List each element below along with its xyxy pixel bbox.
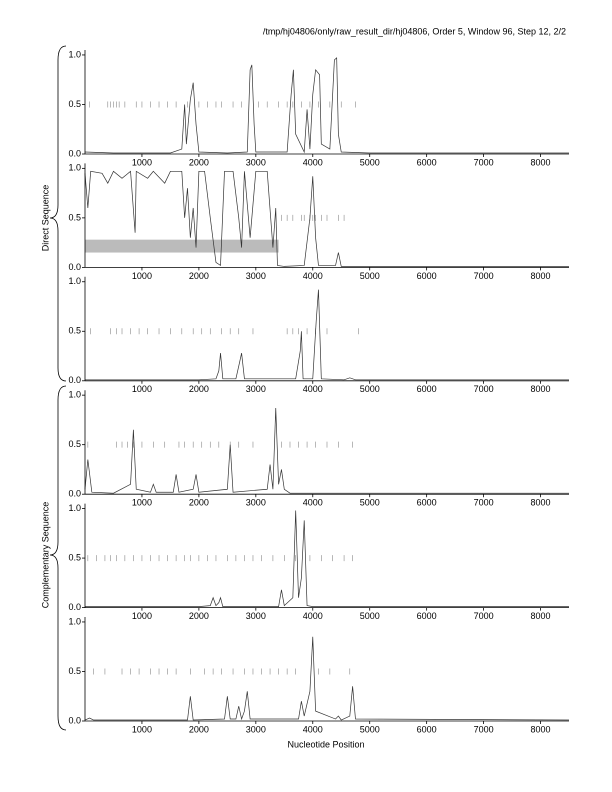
x-tick-label: 7000 bbox=[474, 724, 494, 734]
x-tick-label: 1000 bbox=[132, 498, 152, 508]
y-tick-label: 1.0 bbox=[68, 503, 81, 513]
y-tick-label: 1.0 bbox=[68, 616, 81, 626]
plot-title: /tmp/hj04806/only/raw_result_dir/hj04806… bbox=[263, 26, 566, 36]
x-tick-label: 5000 bbox=[360, 724, 380, 734]
x-tick-label: 1000 bbox=[132, 271, 152, 281]
x-tick-label: 4000 bbox=[303, 384, 323, 394]
x-tick-label: 4000 bbox=[303, 498, 323, 508]
x-tick-label: 5000 bbox=[360, 157, 380, 167]
x-tick-label: 7000 bbox=[474, 157, 494, 167]
y-tick-label: 0.5 bbox=[68, 666, 81, 676]
x-tick-label: 1000 bbox=[132, 157, 152, 167]
x-tick-label: 6000 bbox=[417, 498, 437, 508]
x-tick-label: 8000 bbox=[531, 384, 551, 394]
x-tick-label: 6000 bbox=[417, 271, 437, 281]
x-tick-label: 7000 bbox=[474, 271, 494, 281]
x-tick-label: 5000 bbox=[360, 498, 380, 508]
x-tick-label: 7000 bbox=[474, 611, 494, 621]
score-line bbox=[84, 57, 569, 154]
x-tick-label: 3000 bbox=[246, 157, 266, 167]
x-tick-label: 8000 bbox=[531, 724, 551, 734]
y-tick-label: 0.0 bbox=[68, 602, 81, 612]
x-tick-label: 5000 bbox=[360, 611, 380, 621]
x-tick-label: 3000 bbox=[246, 724, 266, 734]
x-tick-label: 3000 bbox=[246, 611, 266, 621]
y-tick-label: 0.0 bbox=[68, 715, 81, 725]
x-tick-label: 3000 bbox=[246, 498, 266, 508]
y-tick-label: 1.0 bbox=[68, 163, 81, 173]
x-tick-label: 1000 bbox=[132, 724, 152, 734]
y-tick-label: 1.0 bbox=[68, 276, 81, 286]
y-tick-label: 1.0 bbox=[68, 49, 81, 59]
y-tick-label: 0.0 bbox=[68, 148, 81, 158]
x-tick-label: 6000 bbox=[417, 157, 437, 167]
x-tick-label: 3000 bbox=[246, 384, 266, 394]
x-tick-label: 4000 bbox=[303, 611, 323, 621]
y-tick-label: 0.0 bbox=[68, 375, 81, 385]
y-tick-label: 0.5 bbox=[68, 99, 81, 109]
x-tick-label: 8000 bbox=[531, 611, 551, 621]
x-tick-label: 2000 bbox=[189, 157, 209, 167]
score-line bbox=[85, 510, 569, 607]
score-line bbox=[84, 170, 569, 267]
x-tick-label: 8000 bbox=[531, 157, 551, 167]
x-tick-label: 8000 bbox=[531, 498, 551, 508]
x-tick-label: 1000 bbox=[132, 384, 152, 394]
y-tick-label: 0.0 bbox=[68, 489, 81, 499]
group-brace bbox=[49, 385, 67, 731]
x-tick-label: 7000 bbox=[474, 384, 494, 394]
score-line bbox=[84, 408, 569, 494]
x-axis-label: Nucleotide Position bbox=[287, 739, 364, 749]
y-tick-label: 0.5 bbox=[68, 212, 81, 222]
x-tick-label: 2000 bbox=[189, 384, 209, 394]
x-tick-label: 5000 bbox=[360, 384, 380, 394]
score-line bbox=[84, 636, 570, 721]
x-tick-label: 6000 bbox=[417, 724, 437, 734]
y-tick-label: 0.0 bbox=[68, 262, 81, 272]
x-tick-label: 6000 bbox=[417, 384, 437, 394]
x-tick-label: 3000 bbox=[246, 271, 266, 281]
x-tick-label: 7000 bbox=[474, 498, 494, 508]
x-tick-label: 2000 bbox=[189, 498, 209, 508]
gene-region bbox=[85, 239, 279, 253]
y-tick-label: 0.5 bbox=[68, 552, 81, 562]
y-tick-label: 0.5 bbox=[68, 326, 81, 336]
group-label: Complementary Sequence bbox=[40, 502, 50, 609]
group-label: Direct Sequence bbox=[40, 185, 50, 252]
x-tick-label: 8000 bbox=[531, 271, 551, 281]
x-tick-label: 2000 bbox=[189, 724, 209, 734]
x-tick-label: 2000 bbox=[189, 271, 209, 281]
score-line bbox=[85, 289, 569, 381]
x-tick-label: 6000 bbox=[417, 611, 437, 621]
x-tick-label: 1000 bbox=[132, 611, 152, 621]
y-tick-label: 0.5 bbox=[68, 439, 81, 449]
x-tick-label: 5000 bbox=[360, 271, 380, 281]
x-tick-label: 2000 bbox=[189, 611, 209, 621]
x-tick-label: 4000 bbox=[303, 724, 323, 734]
y-tick-label: 1.0 bbox=[68, 390, 81, 400]
x-tick-label: 4000 bbox=[303, 271, 323, 281]
x-tick-label: 4000 bbox=[303, 157, 323, 167]
group-brace bbox=[49, 45, 67, 382]
